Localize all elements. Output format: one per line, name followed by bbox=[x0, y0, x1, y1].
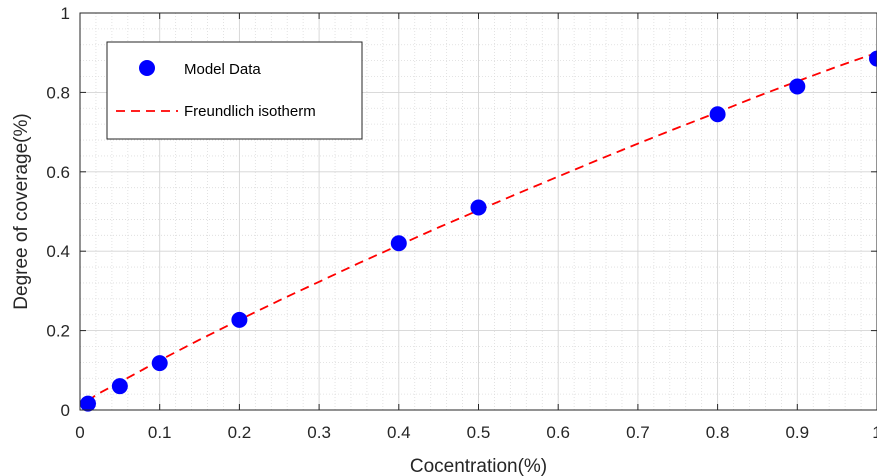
x-tick-label: 0.8 bbox=[706, 423, 730, 442]
y-tick-label: 0 bbox=[61, 401, 70, 420]
x-tick-label: 0.6 bbox=[546, 423, 570, 442]
freundlich-isotherm-line bbox=[87, 51, 877, 402]
model-data-point bbox=[79, 395, 96, 412]
x-tick-label: 1 bbox=[872, 423, 877, 442]
tick-labels: 0 0.1 0.2 0.3 0.4 0.5 0.6 0.7 0.8 0.9 1 0 0.2 0.4 0.6 0… bbox=[46, 4, 877, 442]
y-tick-label: 0.8 bbox=[46, 83, 70, 102]
model-data-point bbox=[111, 378, 128, 395]
model-data-point bbox=[709, 106, 726, 123]
x-tick-label: 0.4 bbox=[387, 423, 411, 442]
model-data-point bbox=[869, 50, 877, 67]
x-axis-label: Cocentration(%) bbox=[410, 456, 547, 476]
legend-box bbox=[106, 41, 363, 140]
model-data-point bbox=[789, 78, 806, 95]
y-tick-label: 0.4 bbox=[46, 242, 70, 261]
legend-marker-model-data bbox=[139, 60, 155, 76]
y-axis-label: Degree of coverage(%) bbox=[11, 113, 32, 309]
x-tick-label: 0.5 bbox=[467, 423, 491, 442]
y-tick-label: 0.2 bbox=[46, 322, 70, 341]
x-tick-label: 0.1 bbox=[148, 423, 172, 442]
x-tick-label: 0.3 bbox=[307, 423, 331, 442]
y-tick-label: 1 bbox=[61, 4, 70, 23]
series-layer bbox=[79, 50, 877, 412]
x-tick-label: 0 bbox=[75, 423, 84, 442]
legend: Model Data Freundlich isotherm bbox=[106, 41, 363, 140]
model-data-point bbox=[470, 199, 487, 216]
model-data-point bbox=[151, 355, 168, 372]
x-tick-label: 0.9 bbox=[785, 423, 809, 442]
model-data-point bbox=[231, 311, 248, 328]
legend-label-freundlich: Freundlich isotherm bbox=[184, 103, 316, 120]
x-tick-label: 0.7 bbox=[626, 423, 650, 442]
axis-ticks bbox=[79, 12, 877, 411]
y-tick-label: 0.6 bbox=[46, 163, 70, 182]
legend-label-model-data: Model Data bbox=[184, 61, 261, 78]
model-data-point bbox=[390, 235, 407, 252]
x-tick-label: 0.2 bbox=[228, 423, 252, 442]
